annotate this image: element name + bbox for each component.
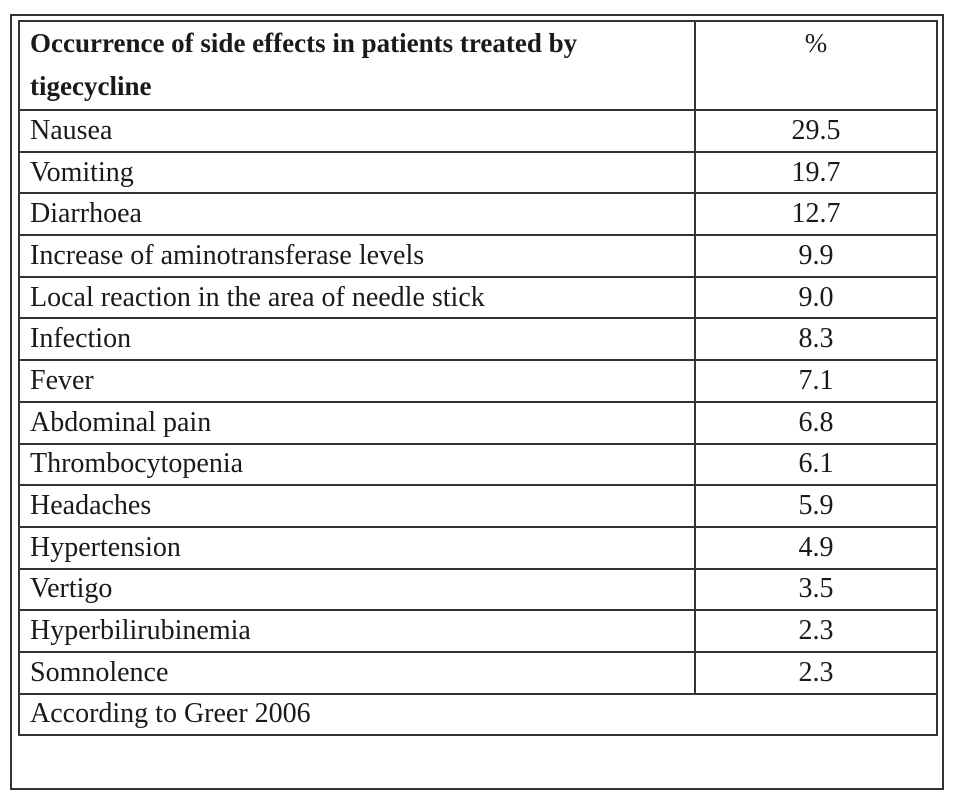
table-row: Increase of aminotransferase levels 9.9: [18, 234, 938, 278]
table-outer-frame: [10, 14, 944, 790]
percent-cell: 2.3: [694, 609, 938, 653]
table-footnote: According to Greer 2006: [18, 692, 938, 737]
table-row: Vertigo 3.5: [18, 567, 938, 612]
effect-cell: Somnolence: [18, 650, 696, 695]
table-row: Somnolence 2.3: [18, 650, 938, 695]
percent-cell: 3.5: [694, 567, 938, 612]
percent-cell: 12.7: [694, 192, 938, 237]
percent-cell: 6.8: [694, 400, 938, 445]
table-row: Infection 8.3: [18, 317, 938, 362]
effect-cell: Hyperbilirubinemia: [18, 609, 696, 653]
effect-cell: Fever: [18, 359, 696, 403]
effect-cell: Hypertension: [18, 525, 696, 570]
percent-cell: 6.1: [694, 442, 938, 487]
percent-cell: 5.9: [694, 484, 938, 528]
percent-cell: 8.3: [694, 317, 938, 362]
effect-cell: Infection: [18, 317, 696, 362]
table-row: Hyperbilirubinemia 2.3: [18, 609, 938, 653]
table-header-row: Occurrence of side effects in patients t…: [18, 20, 938, 111]
effect-cell: Diarrhoea: [18, 192, 696, 237]
table-row: Headaches 5.9: [18, 484, 938, 528]
percent-cell: 29.5: [694, 109, 938, 153]
table-row: Nausea 29.5: [18, 109, 938, 153]
effect-cell: Local reaction in the area of needle sti…: [18, 275, 696, 320]
effect-cell: Thrombocytopenia: [18, 442, 696, 487]
table-row: Thrombocytopenia 6.1: [18, 442, 938, 487]
table-row: Local reaction in the area of needle sti…: [18, 275, 938, 320]
side-effects-table: Occurrence of side effects in patients t…: [18, 20, 938, 737]
header-unit: %: [694, 20, 938, 111]
footnote-row: According to Greer 2006: [18, 692, 938, 737]
table-row: Abdominal pain 6.8: [18, 400, 938, 445]
percent-cell: 9.9: [694, 234, 938, 278]
percent-cell: 7.1: [694, 359, 938, 403]
effect-cell: Increase of aminotransferase levels: [18, 234, 696, 278]
table-row: Vomiting 19.7: [18, 150, 938, 195]
table-row: Diarrhoea 12.7: [18, 192, 938, 237]
header-label: Occurrence of side effects in patients t…: [18, 20, 696, 111]
percent-cell: 2.3: [694, 650, 938, 695]
table-row: Fever 7.1: [18, 359, 938, 403]
effect-cell: Vertigo: [18, 567, 696, 612]
effect-cell: Abdominal pain: [18, 400, 696, 445]
percent-cell: 9.0: [694, 275, 938, 320]
effect-cell: Headaches: [18, 484, 696, 528]
effect-cell: Vomiting: [18, 150, 696, 195]
percent-cell: 4.9: [694, 525, 938, 570]
effect-cell: Nausea: [18, 109, 696, 153]
percent-cell: 19.7: [694, 150, 938, 195]
table-row: Hypertension 4.9: [18, 525, 938, 570]
